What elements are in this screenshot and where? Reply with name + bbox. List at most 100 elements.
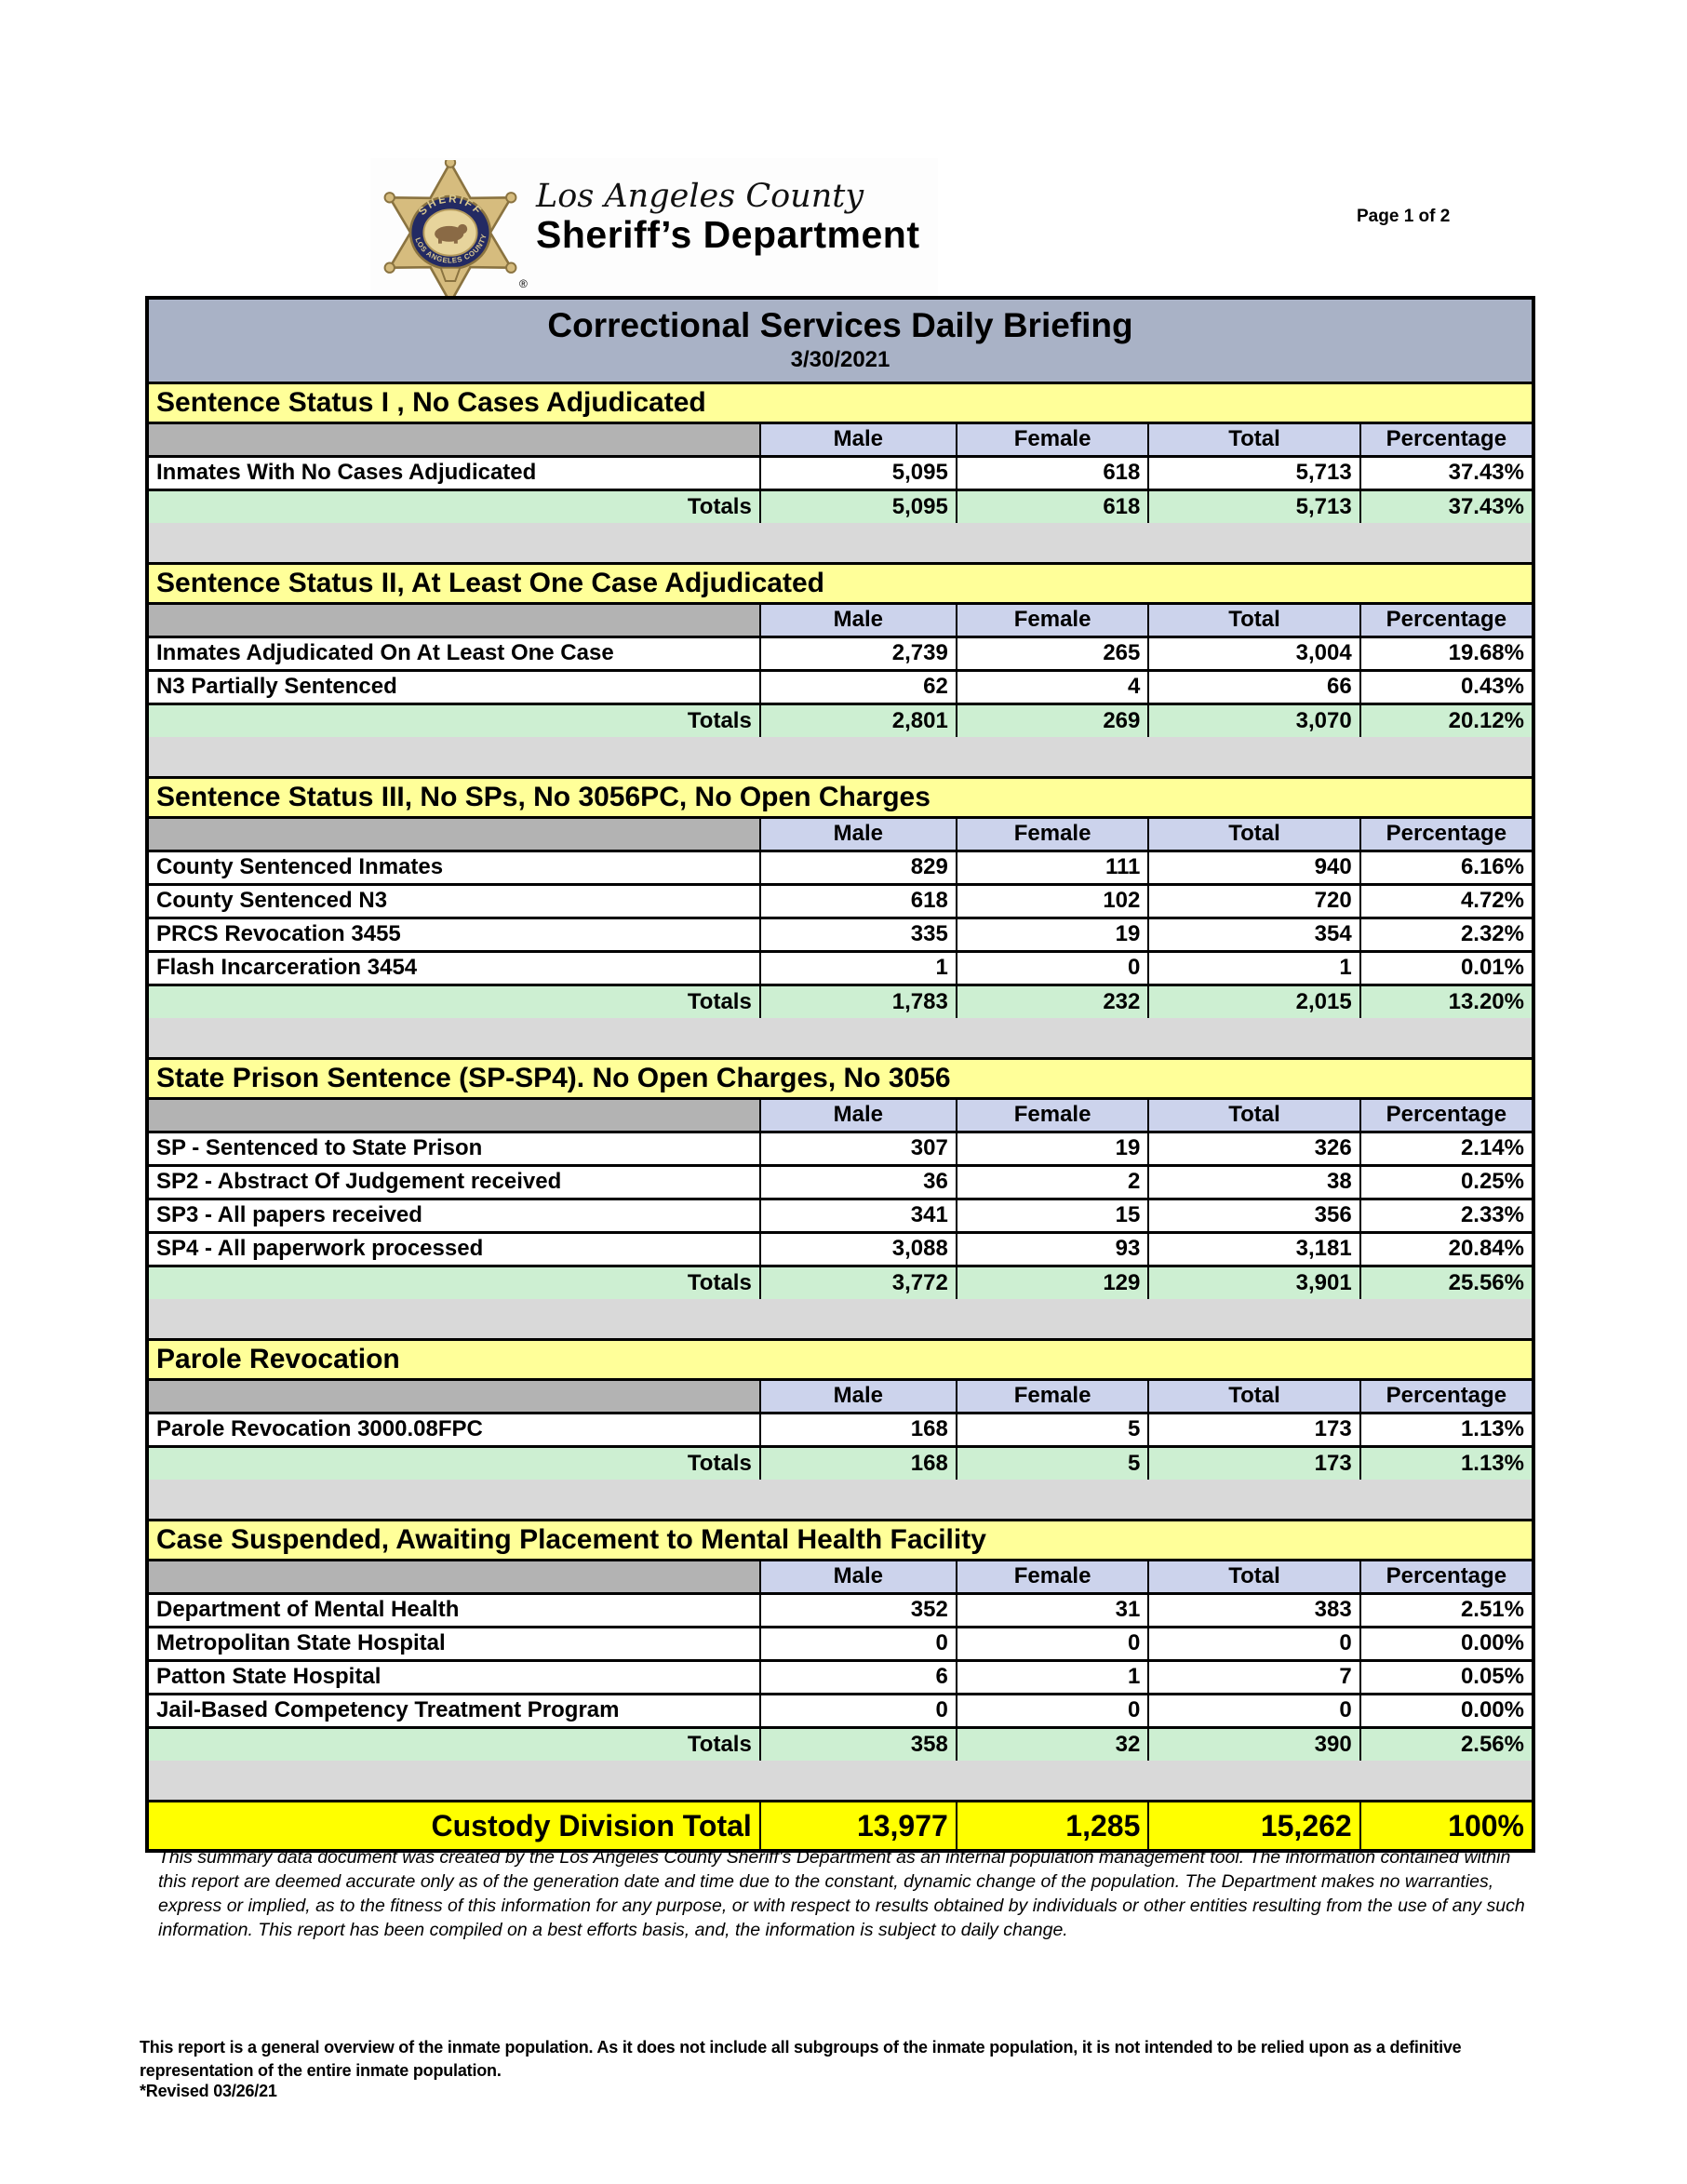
section-spacer — [149, 523, 1532, 565]
female-value: 19 — [955, 1130, 1150, 1167]
bear-icon — [435, 223, 468, 244]
corner-cell — [149, 424, 761, 458]
total-value: 383 — [1147, 1591, 1361, 1628]
section-table-1: Male Female Total Percentage Inmates With No… — [149, 424, 1532, 523]
percentage-value: 0.25% — [1359, 1163, 1532, 1200]
grand-total-total-value: 15,262 — [1147, 1802, 1361, 1849]
male-value: 829 — [758, 849, 957, 886]
percentage-value: 37.43% — [1359, 454, 1532, 491]
female-value: 5 — [955, 1411, 1150, 1448]
section-heading-1: Sentence Status I , No Cases Adjudicated — [149, 384, 1532, 424]
totals-total-value: 3,901 — [1147, 1264, 1361, 1299]
row-label: Patton State Hospital — [149, 1658, 761, 1695]
male-value: 1 — [758, 949, 957, 986]
report-title-bar: Correctional Services Daily Briefing 3/3… — [149, 300, 1532, 384]
corner-cell — [149, 1381, 761, 1414]
percentage-value: 19.68% — [1359, 635, 1532, 672]
section-table-2: Male Female Total Percentage Inmates Adjudic… — [149, 605, 1532, 737]
male-value: 0 — [758, 1625, 957, 1662]
sheriff-badge-icon: SHERIFF LOS ANGELES COUNTY — [383, 160, 517, 305]
totals-total-value: 173 — [1147, 1444, 1361, 1480]
totals-label: Totals — [149, 1444, 761, 1480]
grand-total-table: Custody Division Total 13,977 1,285 15,2… — [149, 1802, 1532, 1849]
section-heading-4: State Prison Sentence (SP-SP4). No Open … — [149, 1060, 1532, 1100]
total-value: 1 — [1147, 949, 1361, 986]
column-header-male: Male — [758, 1381, 957, 1414]
totals-label: Totals — [149, 1264, 761, 1299]
totals-female-value: 32 — [955, 1725, 1150, 1761]
column-header-male: Male — [758, 819, 957, 852]
grand-total-label: Custody Division Total — [149, 1802, 761, 1849]
data-row: N3 Partially Sentenced 62 4 66 0.43% — [149, 668, 1532, 705]
total-value: 356 — [1147, 1197, 1361, 1234]
percentage-value: 2.51% — [1359, 1591, 1532, 1628]
total-value: 3,181 — [1147, 1230, 1361, 1267]
data-row: SP - Sentenced to State Prison 307 19 326 2.… — [149, 1130, 1532, 1167]
report-table-block: Correctional Services Daily Briefing 3/3… — [145, 296, 1535, 1853]
column-header-male: Male — [758, 605, 957, 638]
column-header-percentage: Percentage — [1359, 1561, 1532, 1595]
corner-cell — [149, 1100, 761, 1133]
data-row: County Sentenced Inmates 829 111 940 6.16% — [149, 849, 1532, 886]
male-value: 62 — [758, 668, 957, 705]
totals-total-value: 390 — [1147, 1725, 1361, 1761]
row-label: Flash Incarceration 3454 — [149, 949, 761, 986]
totals-percentage-value: 25.56% — [1359, 1264, 1532, 1299]
report-date: 3/30/2021 — [790, 347, 890, 372]
total-value: 940 — [1147, 849, 1361, 886]
section-table-5: Male Female Total Percentage Parole Revocati… — [149, 1381, 1532, 1480]
row-label: Jail-Based Competency Treatment Program — [149, 1692, 761, 1729]
totals-female-value: 129 — [955, 1264, 1150, 1299]
grand-total-female-value: 1,285 — [955, 1802, 1150, 1849]
female-value: 2 — [955, 1163, 1150, 1200]
column-header-row: Male Female Total Percentage — [149, 819, 1532, 852]
total-value: 354 — [1147, 916, 1361, 953]
male-value: 3,088 — [758, 1230, 957, 1267]
totals-percentage-value: 13.20% — [1359, 983, 1532, 1018]
column-header-female: Female — [955, 819, 1150, 852]
female-value: 618 — [955, 454, 1150, 491]
corner-cell — [149, 605, 761, 638]
totals-male-value: 2,801 — [758, 702, 957, 737]
column-header-percentage: Percentage — [1359, 1100, 1532, 1133]
total-value: 5,713 — [1147, 454, 1361, 491]
column-header-total: Total — [1147, 605, 1361, 638]
totals-percentage-value: 37.43% — [1359, 488, 1532, 523]
column-header-percentage: Percentage — [1359, 1381, 1532, 1414]
column-header-row: Male Female Total Percentage — [149, 1561, 1532, 1595]
grand-total-percentage-value: 100% — [1359, 1802, 1532, 1849]
data-row: Flash Incarceration 3454 1 0 1 0.01% — [149, 949, 1532, 986]
female-value: 15 — [955, 1197, 1150, 1234]
row-label: SP3 - All papers received — [149, 1197, 761, 1234]
totals-male-value: 168 — [758, 1444, 957, 1480]
column-header-female: Female — [955, 1100, 1150, 1133]
female-value: 265 — [955, 635, 1150, 672]
section-table-4: Male Female Total Percentage SP - Sentenced … — [149, 1100, 1532, 1299]
disclaimer-paragraph: This summary data document was created b… — [158, 1847, 1525, 1940]
column-header-row: Male Female Total Percentage — [149, 605, 1532, 638]
percentage-value: 2.32% — [1359, 916, 1532, 953]
column-header-row: Male Female Total Percentage — [149, 1100, 1532, 1133]
data-row: Inmates Adjudicated On At Least One Case… — [149, 635, 1532, 672]
totals-percentage-value: 1.13% — [1359, 1444, 1532, 1480]
totals-female-value: 232 — [955, 983, 1150, 1018]
male-value: 618 — [758, 882, 957, 919]
logo-county-text: Los Angeles County — [536, 178, 864, 215]
totals-female-value: 269 — [955, 702, 1150, 737]
male-value: 341 — [758, 1197, 957, 1234]
row-label: Inmates With No Cases Adjudicated — [149, 454, 761, 491]
totals-total-value: 3,070 — [1147, 702, 1361, 737]
data-row: SP4 - All paperwork processed 3,088 93 3,18… — [149, 1230, 1532, 1267]
total-value: 720 — [1147, 882, 1361, 919]
section-spacer — [149, 1299, 1532, 1341]
total-value: 66 — [1147, 668, 1361, 705]
male-value: 307 — [758, 1130, 957, 1167]
column-header-percentage: Percentage — [1359, 605, 1532, 638]
totals-label: Totals — [149, 983, 761, 1018]
revised-date-note: *Revised 03/26/21 — [140, 2082, 277, 2100]
percentage-value: 2.14% — [1359, 1130, 1532, 1167]
male-value: 168 — [758, 1411, 957, 1448]
data-row: Parole Revocation 3000.08FPC 168 5 173 1.13% — [149, 1411, 1532, 1448]
female-value: 0 — [955, 1625, 1150, 1662]
row-label: N3 Partially Sentenced — [149, 668, 761, 705]
